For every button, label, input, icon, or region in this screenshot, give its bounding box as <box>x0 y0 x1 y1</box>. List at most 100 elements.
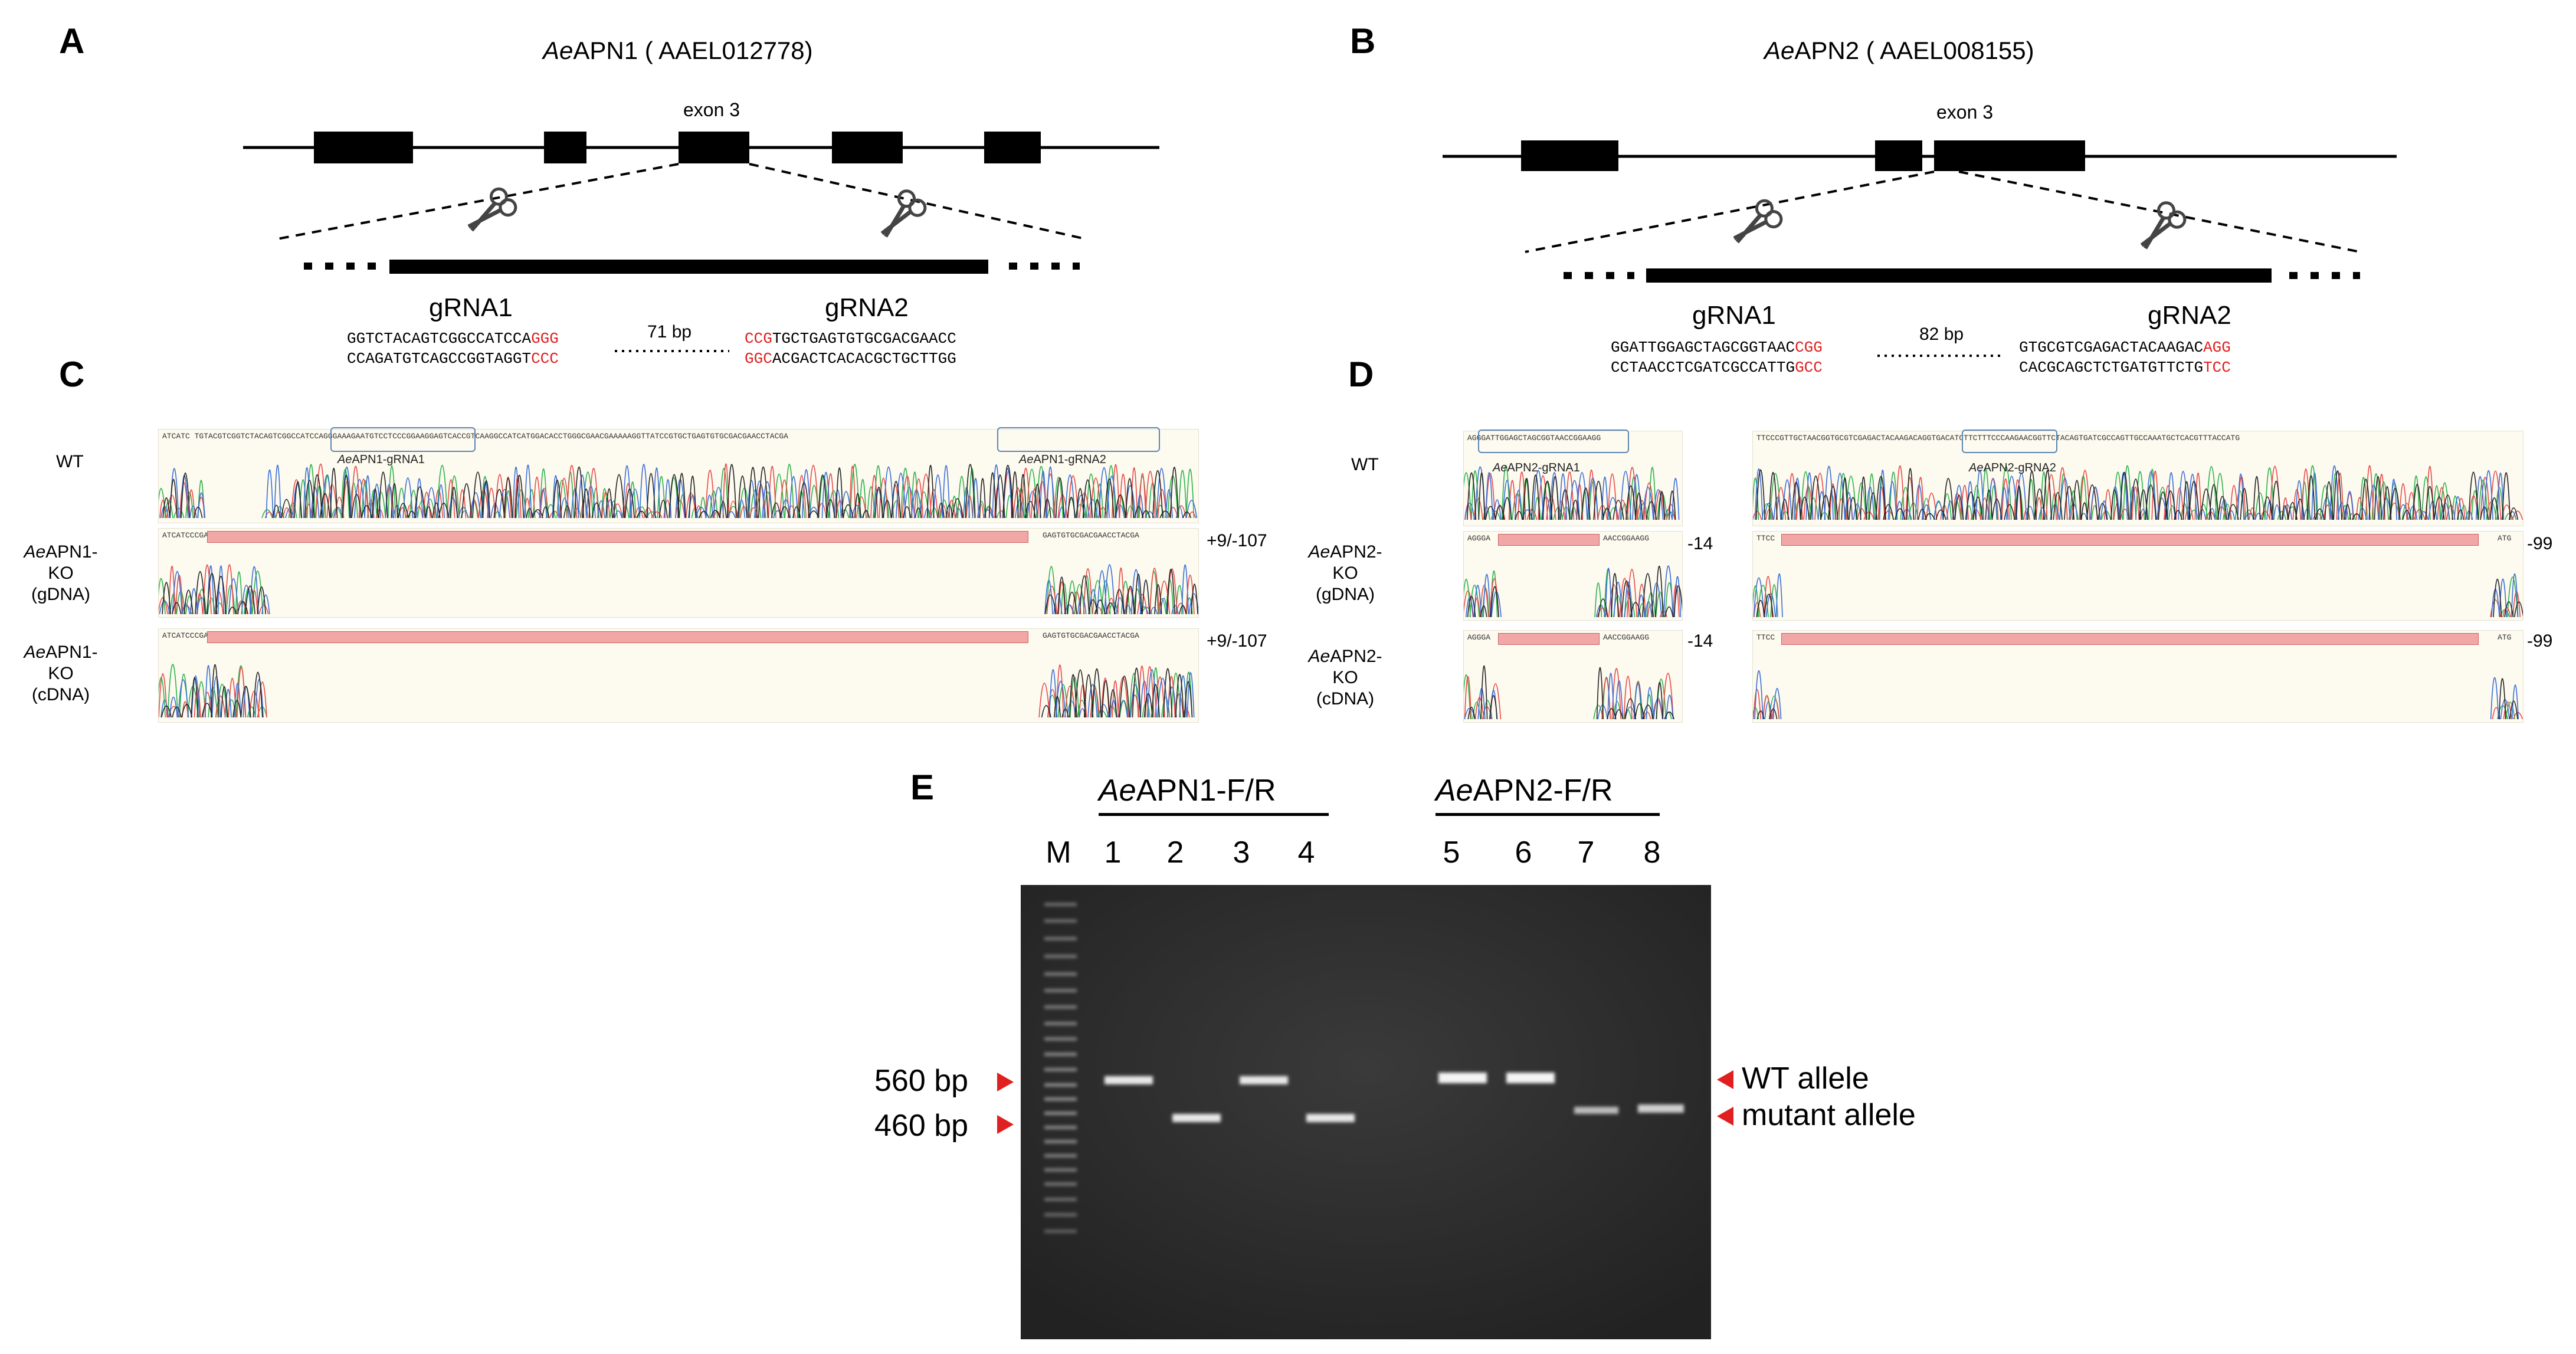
d-indel1-gdna: -14 <box>1687 534 1713 553</box>
band-lane-2 <box>1172 1114 1221 1122</box>
chromatogram-trace <box>159 664 1195 717</box>
chrom-sequence-right: AACCGGAAGG <box>1603 534 1650 543</box>
seq-text: GGATTGGAGCTAGCGGTAAC <box>1611 339 1795 356</box>
apn2-title-italic: Ae <box>1764 37 1795 64</box>
trace-peaks <box>160 665 1195 717</box>
chrom-sequence-right: GAGTGTGCGACGAACCTACGA <box>1043 531 1139 540</box>
label-rest: APN2-KO <box>1330 542 1382 583</box>
trace-peaks <box>1753 689 2523 719</box>
chromatogram-trace <box>1753 465 2523 520</box>
d-ko-cdna-chromatogram-1: AGGGA AACCGGAAGG <box>1463 630 1683 723</box>
seq-text: GGTCTACAGTCGGCCATCCA <box>347 330 532 347</box>
pam-text: GGC <box>745 350 772 368</box>
deletion-bar <box>1781 633 2479 645</box>
chrom-sequence-right: ATG <box>2498 534 2512 543</box>
apn2-gene-title: AeAPN2 ( AAEL008155) <box>1764 37 2034 65</box>
trace-peaks <box>1753 576 2521 617</box>
d-wt-chromatogram-2: TTCCCGTTGCTAACGGTGCGTCGAGACTACAAGACAGGTG… <box>1752 431 2523 526</box>
trace-peaks <box>1754 670 2519 719</box>
trace-peaks <box>1467 665 1674 719</box>
label-sub: (gDNA) <box>1315 585 1375 604</box>
apn1-gene-title: AeAPN1 ( AAEL012778) <box>543 37 813 65</box>
e-primer-apn2-underline <box>1436 813 1660 816</box>
apn1-spacer-dots <box>615 350 729 352</box>
trace-peaks <box>159 664 1190 717</box>
c-wt-chromatogram: ATCATC TGTACGTCGGTCTACAGTCGGCCATCCAGGGAA… <box>158 429 1199 523</box>
c-grna2-box <box>997 427 1160 452</box>
d-ko-gdna-chromatogram-2: TTCC ATG <box>1752 531 2523 621</box>
lane-label-8: 8 <box>1643 835 1661 870</box>
e-gel-image <box>1021 885 1711 1339</box>
label-sub: (gDNA) <box>31 585 90 604</box>
c-indel-cdna: +9/-107 <box>1207 631 1267 651</box>
d-ko-gdna-label: AeAPN2-KO (gDNA) <box>1301 542 1389 605</box>
apn1-grna2-seq: CCGTGCTGAGTGTGCGACGAACC GGCACGACTCACACGC… <box>745 329 956 369</box>
scissors-icon <box>2140 201 2187 250</box>
apn2-exon-1 <box>1521 140 1618 171</box>
e-bp-460: 460 bp <box>874 1109 969 1143</box>
seq-text: TGCTGAGTGTGCGACGAACC <box>772 330 956 347</box>
trace-peaks <box>1756 678 2518 719</box>
apn1-exon-1 <box>314 132 413 163</box>
italic-prefix: Ae <box>1099 773 1136 808</box>
trace-peaks <box>159 664 1193 717</box>
d-grna2-box <box>1962 430 2057 453</box>
c-ko-cdna-chromatogram: ATCATCCCGACTCTG GAGTGTGCGACGAACCTACGA <box>158 628 1199 723</box>
trace-peaks <box>1464 466 1680 520</box>
marker-ladder <box>1044 903 1077 1233</box>
lane-label-2: 2 <box>1166 835 1184 870</box>
chrom-sequence-left: AGGGA <box>1467 633 1491 642</box>
chrom-sequence-left: AGGGA <box>1467 534 1491 543</box>
e-mutant-allele: mutant allele <box>1742 1098 1916 1132</box>
caption-rest: APN2-gRNA1 <box>1507 461 1580 474</box>
pam-text: CCC <box>531 350 559 368</box>
trace-peaks <box>159 564 1195 614</box>
deletion-bar <box>1498 534 1600 546</box>
trace-peaks <box>159 566 1193 614</box>
chrom-sequence-right: GAGTGTGCGACGAACCTACGA <box>1043 631 1139 640</box>
chrom-sequence: AGGGATTGGAGCTAGCGGTAACCGGAAGG <box>1467 434 1601 442</box>
c-grna1-box <box>330 427 476 452</box>
apn2-grna2-seq: GTGCGTCGAGACTACAAGACAGG CACGCAGCTCTGATGT… <box>2019 337 2231 378</box>
lane-label-6: 6 <box>1515 835 1532 870</box>
italic-prefix: Ae <box>1308 542 1330 562</box>
trace-peaks <box>162 464 1192 518</box>
scissors-icon <box>1733 199 1783 244</box>
d-wt-chromatogram-1: AGGGATTGGAGCTAGCGGTAACCGGAAGG <box>1463 431 1683 526</box>
label-rest: APN1-KO <box>45 642 98 683</box>
caption-rest: APN1-gRNA1 <box>352 453 425 466</box>
arrow-right-icon <box>997 1115 1014 1134</box>
lane-label-1: 1 <box>1104 835 1122 870</box>
d-indel1-cdna: -14 <box>1687 631 1713 651</box>
trace-peaks <box>1753 573 2519 617</box>
deletion-bar <box>1781 534 2479 546</box>
pam-text: GGG <box>531 330 559 347</box>
apn1-grna2-name: gRNA2 <box>825 293 909 322</box>
c-grna2-caption: AeAPN1-gRNA2 <box>1019 453 1106 467</box>
lane-label-3: 3 <box>1233 835 1250 870</box>
trace-peaks <box>160 664 1193 717</box>
arrow-right-icon <box>997 1073 1014 1091</box>
italic-prefix: Ae <box>1019 453 1034 466</box>
apn1-exon-3 <box>679 132 749 163</box>
chromatogram-trace <box>159 463 1198 518</box>
chromatogram-trace <box>1753 670 2523 719</box>
trace-peaks <box>1753 695 2515 719</box>
chromatogram-trace <box>1464 465 1680 520</box>
apn1-zoom-left <box>277 163 679 240</box>
pam-text: CGG <box>1795 339 1823 356</box>
d-ko-gdna-chromatogram-1: AGGGA AACCGGAAGG <box>1463 531 1683 621</box>
band-lane-7 <box>1574 1107 1618 1114</box>
apn2-grna1-seq: GGATTGGAGCTAGCGGTAACCGG CCTAACCTCGATCGCC… <box>1611 337 1823 378</box>
panel-label-d: D <box>1348 355 1374 394</box>
italic-prefix: Ae <box>1969 461 1984 474</box>
italic-prefix: Ae <box>24 542 46 562</box>
trace-peaks <box>1467 565 1682 617</box>
trace-peaks <box>1754 465 2517 520</box>
primer-rest: APN1-F/R <box>1136 773 1276 808</box>
caption-rest: APN1-gRNA2 <box>1033 453 1106 466</box>
label-sub: (cDNA) <box>31 685 90 704</box>
d-indel2-cdna: -99 <box>2527 631 2553 651</box>
c-ko-gdna-label: AeAPN1-KO (gDNA) <box>17 542 105 605</box>
chrom-sequence: TTCCCGTTGCTAACGGTGCGTCGAGACTACAAGACAGGTG… <box>1756 434 2240 442</box>
